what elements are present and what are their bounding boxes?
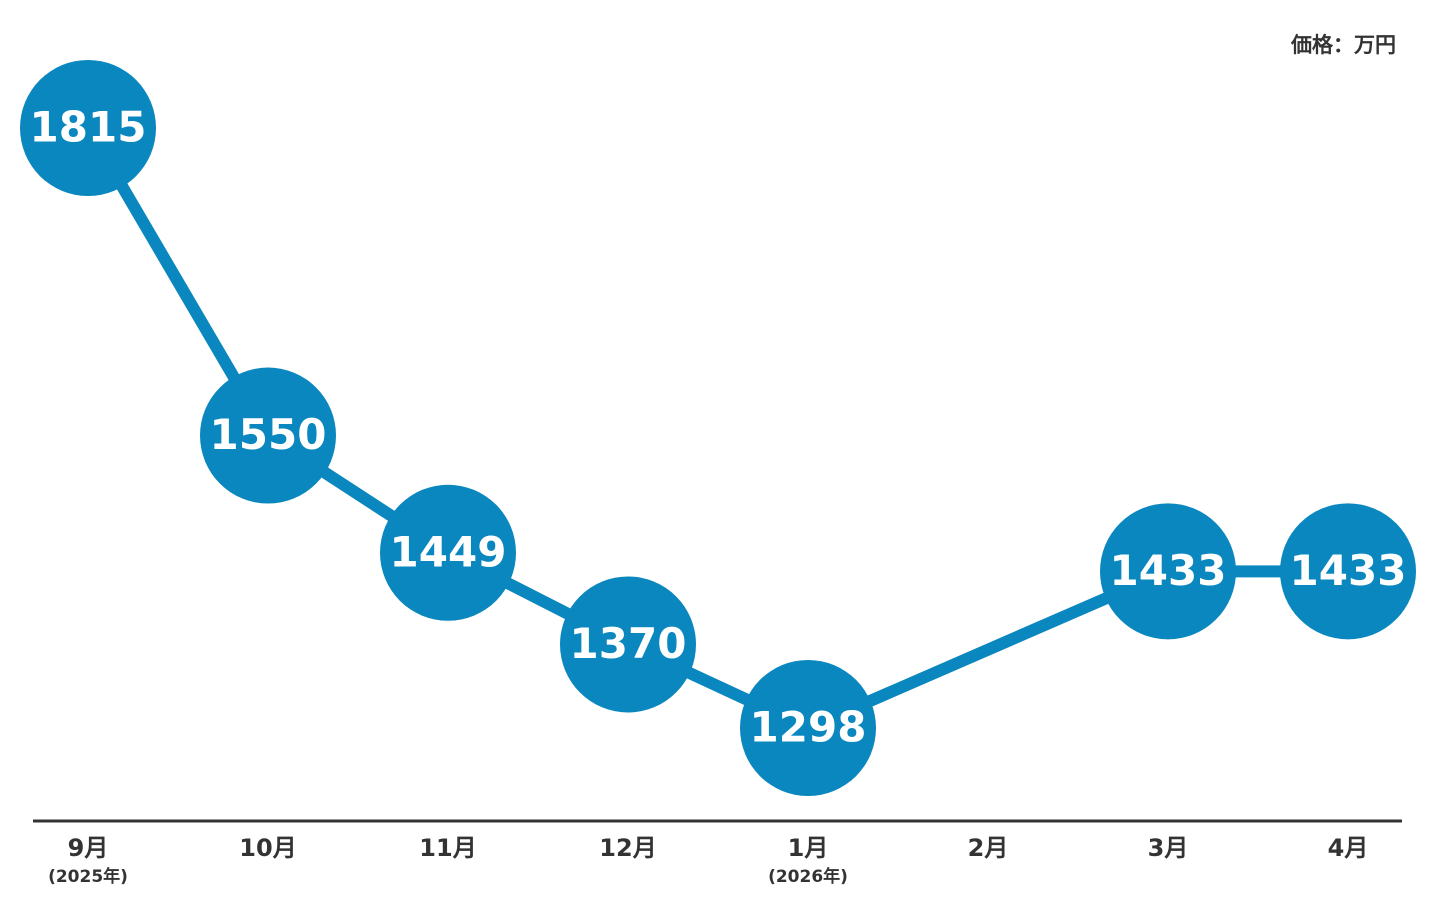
value-label: 1370 <box>570 619 687 668</box>
x-tick-label: 4月 <box>1328 834 1369 862</box>
x-tick-label: 12月 <box>599 834 656 862</box>
point <box>200 367 336 504</box>
value-label: 1298 <box>750 703 867 752</box>
x-tick-label: 11月 <box>419 834 476 862</box>
x-tick-label: 2月 <box>968 834 1009 862</box>
value-label: 1449 <box>390 527 507 576</box>
x-tick-label: 9月 <box>68 834 109 862</box>
x-tick-label: 1月 <box>788 834 829 862</box>
point <box>1100 503 1236 640</box>
x-tick-label: 3月 <box>1148 834 1189 862</box>
point <box>560 576 696 713</box>
unit-label: 価格：万円 <box>1290 33 1396 57</box>
x-tick-sublabel: (2026年) <box>768 866 848 887</box>
point <box>20 60 156 196</box>
x-tick-sublabel: (2025年) <box>48 866 128 887</box>
value-label: 1815 <box>30 103 147 152</box>
value-label: 1433 <box>1110 546 1227 595</box>
x-tick-label: 10月 <box>239 834 296 862</box>
point <box>380 484 516 621</box>
point <box>740 660 876 796</box>
value-label: 1550 <box>210 410 327 459</box>
point <box>1280 503 1416 640</box>
value-label: 1433 <box>1290 546 1407 595</box>
